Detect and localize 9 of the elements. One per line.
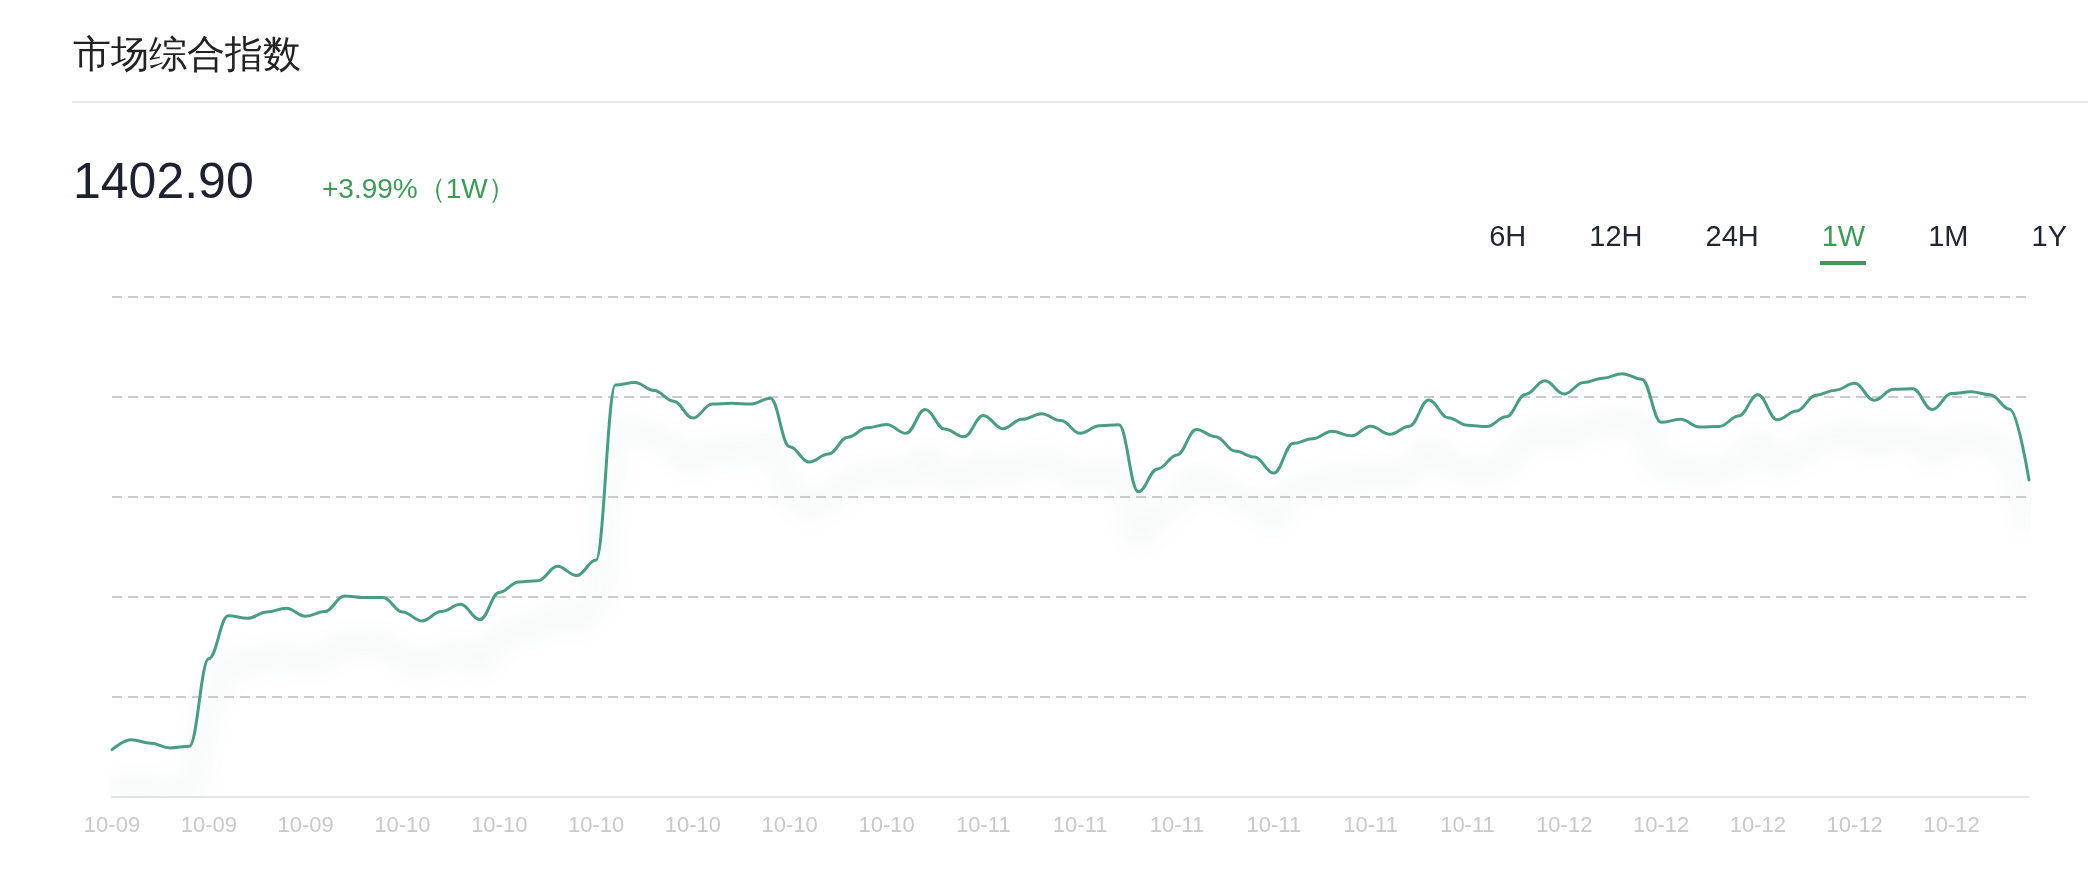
- chart-subtitle: 1402.90: [73, 153, 254, 209]
- text: 6H: [1489, 220, 1527, 252]
- text: 12H: [1589, 220, 1643, 252]
- text: 1Y: [2031, 220, 2067, 252]
- text: 1W: [1821, 220, 1866, 252]
- text: 1M: [1928, 220, 1969, 252]
- text: +3.99%（1W）: [322, 173, 516, 204]
- chart-title: 市场综合指数: [73, 32, 301, 76]
- text: 24H: [1705, 220, 1759, 252]
